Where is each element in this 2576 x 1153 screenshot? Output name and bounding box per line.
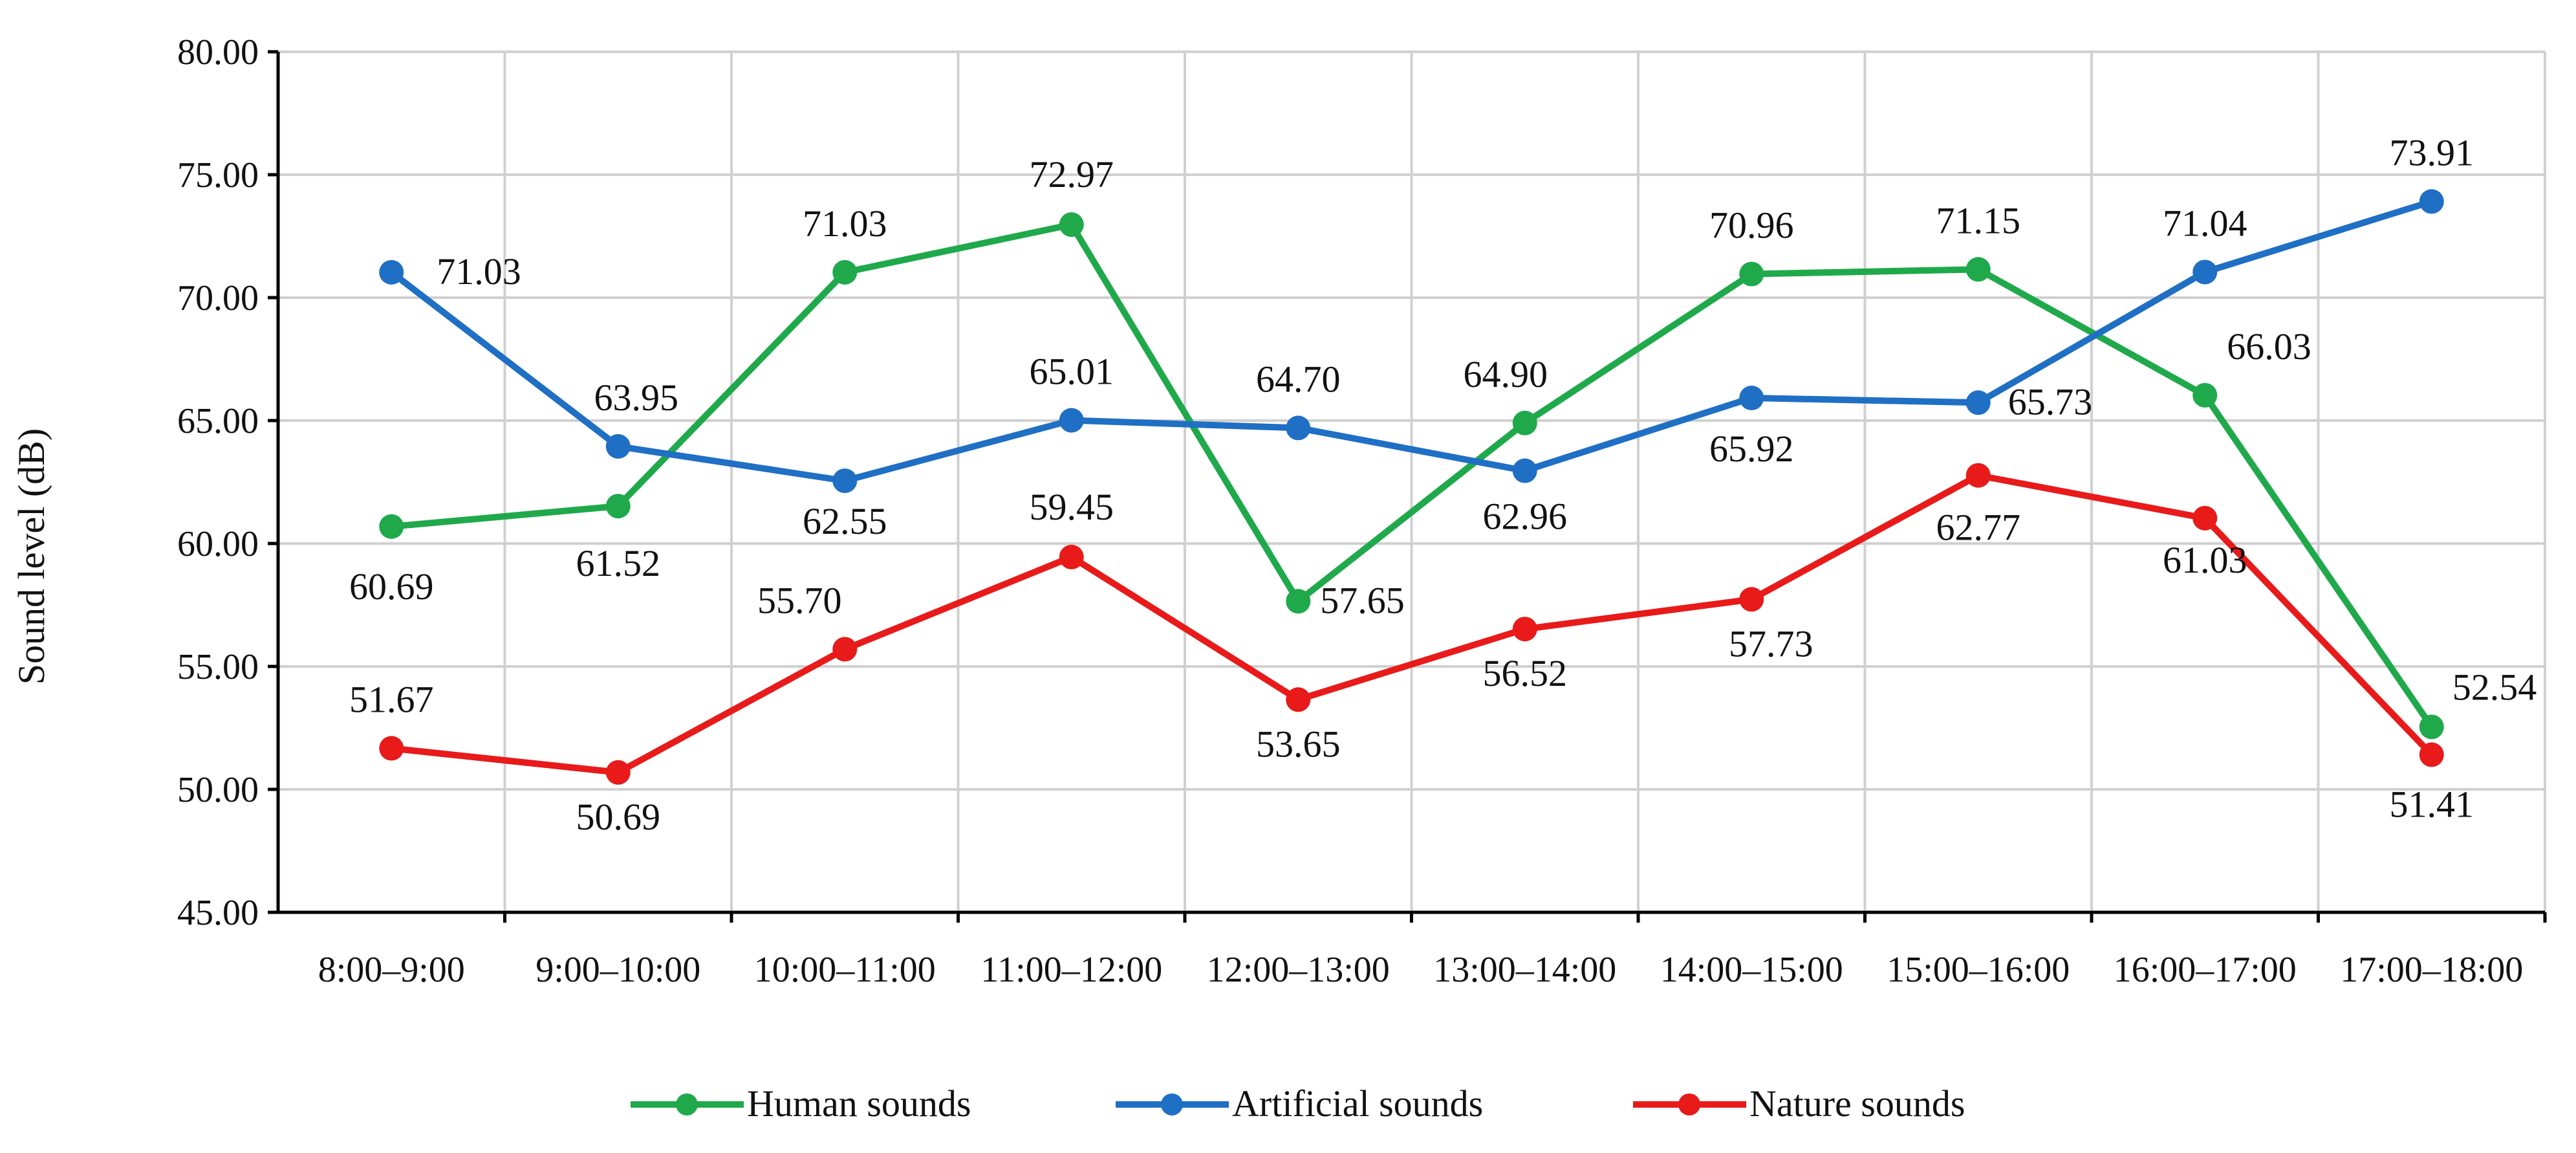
- legend-label-human-sounds: Human sounds: [747, 1082, 971, 1125]
- legend: Human sounds Artificial sounds Nature soun…: [631, 1082, 1965, 1125]
- data-point-nature-sounds: [1739, 587, 1764, 612]
- data-label-artificial-sounds: 64.70: [1256, 358, 1341, 400]
- data-point-nature-sounds: [1965, 463, 1991, 488]
- x-tick-label: 15:00–16:00: [1887, 950, 2070, 990]
- y-tick-label: 75.00: [177, 155, 259, 195]
- data-label-nature-sounds: 51.41: [2390, 783, 2474, 825]
- data-point-artificial-sounds: [2419, 189, 2444, 214]
- data-label-human-sounds: 60.69: [349, 566, 434, 608]
- data-point-nature-sounds: [379, 736, 404, 761]
- data-label-human-sounds: 61.52: [576, 542, 661, 584]
- data-point-nature-sounds: [2192, 505, 2218, 531]
- x-tick-label: 16:00–17:00: [2114, 950, 2297, 990]
- data-label-human-sounds: 71.03: [803, 203, 887, 245]
- y-tick-label: 80.00: [177, 32, 259, 72]
- axes: [268, 50, 2547, 923]
- data-point-human-sounds: [832, 259, 858, 285]
- data-point-nature-sounds: [2419, 742, 2444, 767]
- data-point-nature-sounds: [1286, 687, 1311, 712]
- data-label-artificial-sounds: 62.96: [1483, 496, 1568, 538]
- data-point-nature-sounds: [832, 637, 858, 662]
- data-point-human-sounds: [1286, 589, 1311, 614]
- x-tick-label: 9:00–10:00: [536, 950, 700, 990]
- data-point-human-sounds: [1512, 410, 1537, 435]
- x-tick-label: 8:00–9:00: [318, 950, 465, 990]
- data-label-human-sounds: 70.96: [1709, 204, 1794, 247]
- data-label-nature-sounds: 53.65: [1256, 723, 1341, 765]
- data-point-artificial-sounds: [1512, 458, 1537, 483]
- data-point-nature-sounds: [605, 760, 631, 785]
- data-point-artificial-sounds: [832, 468, 858, 494]
- data-point-human-sounds: [2192, 382, 2218, 408]
- data-label-artificial-sounds: 62.55: [803, 500, 887, 542]
- series-line-artificial-sounds: [388, 198, 2435, 485]
- data-point-human-sounds: [1965, 257, 1991, 282]
- data-label-nature-sounds: 55.70: [757, 579, 842, 621]
- x-tick-label: 11:00–12:00: [980, 950, 1162, 990]
- y-axis-title: Sound level (dB): [10, 428, 52, 685]
- data-label-nature-sounds: 61.03: [2163, 539, 2247, 581]
- data-point-human-sounds: [2419, 714, 2444, 740]
- series-line-nature-sounds: [388, 472, 2435, 776]
- data-point-nature-sounds: [1059, 544, 1084, 569]
- legend-label-artificial-sounds: Artificial sounds: [1232, 1082, 1483, 1125]
- data-label-human-sounds: 57.65: [1320, 579, 1405, 621]
- data-label-nature-sounds: 57.73: [1729, 622, 1813, 664]
- data-point-nature-sounds: [1512, 617, 1537, 642]
- data-label-human-sounds: 52.54: [2452, 666, 2537, 708]
- data-point-human-sounds: [1059, 212, 1084, 237]
- legend-swatch-marker-nature-sounds: [1678, 1093, 1700, 1115]
- data-label-artificial-sounds: 63.95: [594, 377, 679, 419]
- data-label-human-sounds: 66.03: [2227, 325, 2311, 368]
- x-tick-labels: 8:00–9:00 9:00–10:00 10:00–11:00 11:00–12:0…: [318, 950, 2524, 990]
- data-point-artificial-sounds: [1965, 390, 1991, 415]
- series: [379, 189, 2444, 785]
- y-tick-label: 45.00: [177, 893, 259, 933]
- data-label-artificial-sounds: 65.92: [1709, 428, 1794, 470]
- y-tick-label: 55.00: [177, 647, 259, 687]
- data-label-artificial-sounds: 65.01: [1030, 351, 1114, 393]
- data-label-artificial-sounds: 71.04: [2163, 202, 2247, 244]
- data-label-artificial-sounds: 73.91: [2390, 131, 2474, 173]
- y-tick-label: 65.00: [177, 401, 259, 441]
- data-label-nature-sounds: 51.67: [349, 679, 434, 721]
- data-point-artificial-sounds: [379, 259, 404, 285]
- data-point-artificial-sounds: [1059, 408, 1084, 433]
- data-label-artificial-sounds: 65.73: [2008, 380, 2093, 423]
- x-tick-label: 13:00–14:00: [1433, 950, 1616, 990]
- data-point-artificial-sounds: [1286, 415, 1311, 441]
- data-label-human-sounds: 72.97: [1030, 153, 1114, 195]
- y-tick-label: 70.00: [177, 278, 259, 318]
- y-tick-label: 50.00: [177, 770, 259, 810]
- x-tick-label: 14:00–15:00: [1660, 950, 1843, 990]
- data-point-human-sounds: [1739, 261, 1764, 287]
- data-label-nature-sounds: 50.69: [576, 796, 661, 838]
- data-label-human-sounds: 64.90: [1464, 353, 1548, 395]
- legend-swatch-marker-human-sounds: [676, 1093, 698, 1115]
- data-point-artificial-sounds: [1739, 386, 1764, 411]
- data-point-human-sounds: [605, 494, 631, 519]
- data-point-artificial-sounds: [2192, 259, 2218, 285]
- y-tick-labels: 45.00 50.00 55.00 60.00 65.00 70.00 75.00 80.00: [177, 32, 259, 933]
- series-line-human-sounds: [388, 221, 2435, 730]
- x-tick-label: 12:00–13:00: [1207, 950, 1390, 990]
- data-point-human-sounds: [379, 514, 404, 539]
- data-label-human-sounds: 71.15: [1936, 199, 2021, 241]
- data-label-nature-sounds: 59.45: [1030, 486, 1114, 528]
- y-tick-label: 60.00: [177, 524, 259, 564]
- data-point-artificial-sounds: [605, 434, 631, 459]
- data-label-nature-sounds: 56.52: [1483, 652, 1568, 694]
- x-tick-label: 10:00–11:00: [754, 950, 936, 990]
- data-label-nature-sounds: 62.77: [1936, 507, 2021, 549]
- data-labels: 60.69 61.52 71.03 72.97 57.65 64.90 70.96 71.15…: [349, 131, 2537, 837]
- legend-swatch-marker-artificial-sounds: [1161, 1093, 1183, 1115]
- x-tick-label: 17:00–18:00: [2340, 950, 2523, 990]
- legend-label-nature-sounds: Nature sounds: [1749, 1082, 1965, 1125]
- grid-lines: [278, 50, 2546, 912]
- data-label-artificial-sounds: 71.03: [437, 250, 521, 292]
